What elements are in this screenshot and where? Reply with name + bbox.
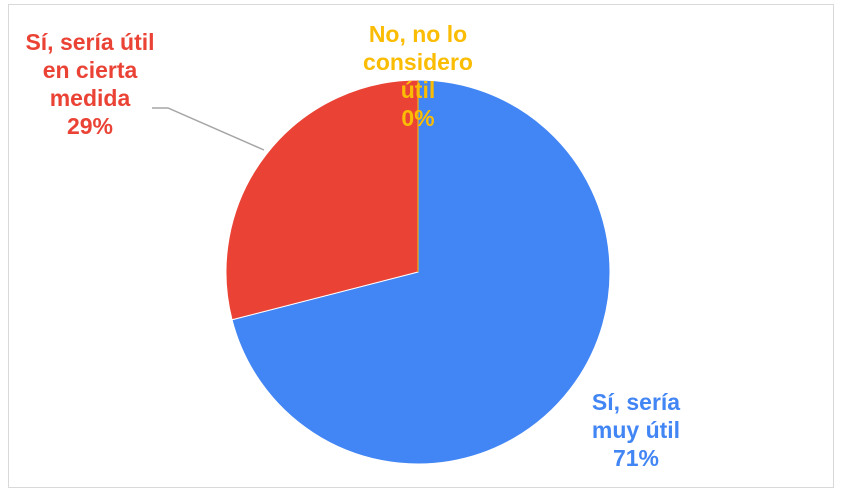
slice-label-util-en-cierta-medida: Sí, sería útil en cierta medida 29% xyxy=(25,29,154,139)
slice-name-line: considero xyxy=(363,49,473,75)
pie-slices xyxy=(225,79,611,465)
leader-lines xyxy=(152,107,265,151)
pie-slice-muy-util xyxy=(231,79,611,465)
slice-name-line: muy útil xyxy=(592,417,680,443)
slice-name-line: No, no lo xyxy=(369,21,467,47)
slice-name-line: en cierta xyxy=(43,57,138,83)
slice-name-line: medida xyxy=(50,85,131,111)
slice-labels: Sí, sería muy útil 71%Sí, sería útil en cie… xyxy=(25,21,680,471)
slice-percent-util-en-cierta-medida: 29% xyxy=(67,113,113,139)
leader-line-util-en-cierta-medida xyxy=(152,107,265,151)
slice-name-line: Sí, sería útil xyxy=(25,29,154,55)
slice-name-line: Sí, sería xyxy=(592,389,680,415)
slice-percent-muy-util: 71% xyxy=(613,445,659,471)
slice-label-no-util: No, no lo considero útil 0% xyxy=(363,21,473,131)
pie-slice-util-en-cierta-medida xyxy=(225,79,419,321)
slice-label-muy-util: Sí, sería muy útil 71% xyxy=(592,389,680,471)
slice-percent-no-util: 0% xyxy=(401,105,434,131)
slice-name-line: útil xyxy=(401,77,436,103)
